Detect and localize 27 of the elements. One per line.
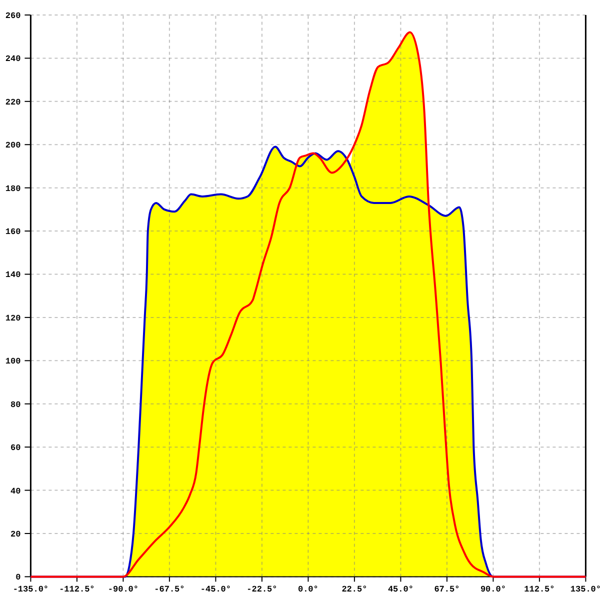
y-tick-label: 140 <box>5 270 21 280</box>
y-tick-label: 120 <box>5 313 21 324</box>
x-tick-label: 67.5° <box>434 584 460 595</box>
y-tick-label: 40 <box>10 486 21 496</box>
x-tick-label: -112.5° <box>59 584 95 595</box>
x-tick-label: -45.0° <box>200 584 232 595</box>
x-tick-label: 0.0° <box>298 584 318 595</box>
x-tick-label: -90.0° <box>108 584 139 595</box>
y-tick-label: 0 <box>16 572 21 583</box>
y-tick-label: 220 <box>5 97 21 108</box>
y-tick-label: 260 <box>5 10 21 21</box>
y-tick-label: 240 <box>5 54 21 64</box>
x-tick-label: -135.0° <box>12 584 49 595</box>
y-tick-label: 160 <box>5 227 21 238</box>
y-tick-label: 200 <box>5 140 21 151</box>
x-tick-label: 135.0° <box>570 584 600 595</box>
x-tick-label: 45.0° <box>388 584 414 595</box>
y-tick-label: 100 <box>5 356 21 367</box>
x-tick-label: 22.5° <box>342 584 368 595</box>
y-tick-label: 80 <box>10 400 21 410</box>
x-tick-label: -67.5° <box>154 584 185 595</box>
x-tick-label: 112.5° <box>524 584 555 595</box>
y-tick-label: 60 <box>10 443 21 454</box>
x-tick-label: 90.0° <box>480 584 506 595</box>
x-tick-label: -22.5° <box>246 584 278 595</box>
y-tick-label: 180 <box>5 184 21 194</box>
y-tick-label: 20 <box>10 529 21 540</box>
